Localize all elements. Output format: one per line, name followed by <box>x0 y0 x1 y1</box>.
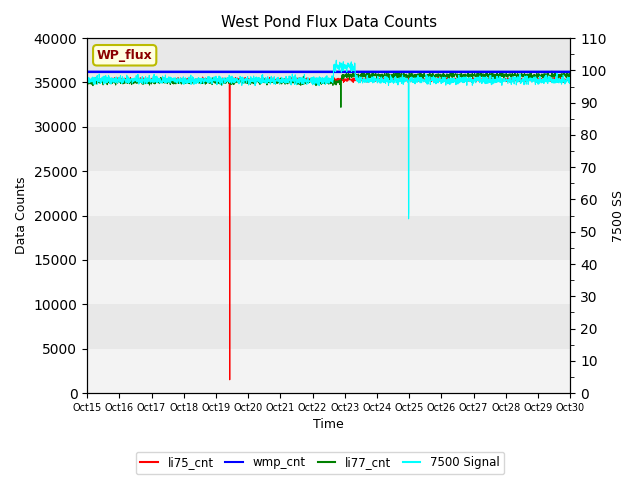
7500 Signal <box>404 216 412 222</box>
li75_cnt <box>553 77 561 83</box>
Text: WP_flux: WP_flux <box>97 49 152 62</box>
wmp_cnt <box>566 69 574 75</box>
7500 Signal <box>566 81 574 86</box>
wmp_cnt <box>318 69 326 75</box>
li75_cnt <box>83 76 91 82</box>
li77_cnt <box>553 73 561 79</box>
li75_cnt <box>226 377 234 383</box>
Title: West Pond Flux Data Counts: West Pond Flux Data Counts <box>221 15 436 30</box>
7500 Signal <box>464 76 472 82</box>
Bar <box>87 171 570 216</box>
Y-axis label: 7500 SS: 7500 SS <box>612 190 625 241</box>
li77_cnt <box>552 72 560 77</box>
wmp_cnt <box>83 69 91 75</box>
li75_cnt <box>134 73 141 79</box>
li77_cnt <box>318 81 326 86</box>
li75_cnt <box>464 78 472 84</box>
wmp_cnt <box>463 69 471 75</box>
li75_cnt <box>108 77 116 83</box>
7500 Signal <box>318 79 326 85</box>
Bar <box>87 83 570 127</box>
Line: li77_cnt: li77_cnt <box>87 72 570 108</box>
li77_cnt <box>337 105 345 110</box>
Y-axis label: Data Counts: Data Counts <box>15 177 28 254</box>
li77_cnt <box>566 73 574 79</box>
Bar <box>87 260 570 304</box>
li77_cnt <box>548 69 556 74</box>
Legend: li75_cnt, wmp_cnt, li77_cnt, 7500 Signal: li75_cnt, wmp_cnt, li77_cnt, 7500 Signal <box>136 452 504 474</box>
li75_cnt <box>552 77 560 83</box>
Bar <box>87 349 570 393</box>
li77_cnt <box>108 80 116 85</box>
7500 Signal <box>553 75 561 81</box>
li77_cnt <box>83 80 91 85</box>
7500 Signal <box>305 78 313 84</box>
X-axis label: Time: Time <box>314 419 344 432</box>
li77_cnt <box>305 77 313 83</box>
Line: li75_cnt: li75_cnt <box>87 76 570 380</box>
li75_cnt <box>319 77 326 83</box>
li75_cnt <box>566 78 574 84</box>
7500 Signal <box>332 58 340 63</box>
Line: 7500 Signal: 7500 Signal <box>87 60 570 219</box>
wmp_cnt <box>108 69 116 75</box>
li75_cnt <box>306 78 314 84</box>
7500 Signal <box>552 77 560 83</box>
li77_cnt <box>464 72 472 78</box>
wmp_cnt <box>552 69 560 75</box>
wmp_cnt <box>552 69 560 75</box>
7500 Signal <box>108 78 116 84</box>
wmp_cnt <box>305 69 313 75</box>
7500 Signal <box>83 80 91 85</box>
